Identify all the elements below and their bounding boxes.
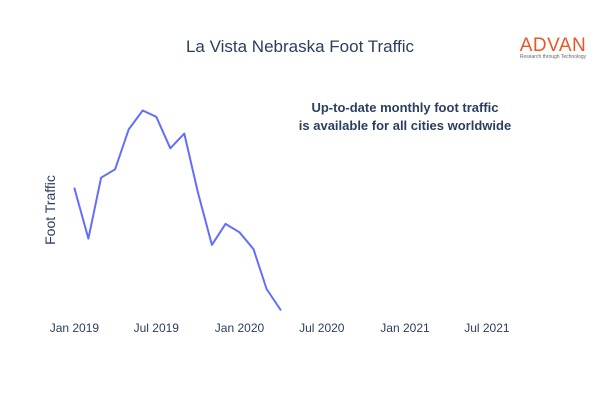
data-point [73, 187, 76, 189]
data-point [224, 223, 227, 225]
y-axis-label: Foot Traffic [42, 175, 58, 245]
data-point [265, 288, 268, 290]
annotation: Up-to-date monthly foot traffic is availa… [299, 100, 511, 133]
x-tick-label: Jul 2021 [464, 321, 510, 335]
x-tick-label: Jul 2019 [134, 321, 180, 335]
x-tick-label: Jan 2021 [380, 321, 430, 335]
data-point [87, 237, 90, 240]
brand-name: ADVAN [520, 35, 587, 56]
data-point [127, 128, 130, 131]
advan-logo: ADVAN Research through Technology [520, 35, 587, 60]
data-point [141, 109, 144, 112]
series-group [73, 109, 282, 311]
x-tick-label: Jan 2020 [215, 321, 265, 335]
x-tick-label: Jan 2019 [50, 321, 100, 335]
data-point [169, 147, 172, 150]
chart-title: La Vista Nebraska Foot Traffic [186, 37, 415, 56]
data-point [114, 168, 116, 171]
data-point [155, 116, 158, 118]
data-point [252, 248, 255, 250]
brand-tagline: Research through Technology [520, 54, 587, 60]
data-point [183, 132, 186, 135]
x-axis-ticks: Jan 2019 Jul 2019 Jan 2020 Jul 2020 Jan 2021… [50, 321, 510, 335]
x-tick-label: Jul 2020 [299, 321, 345, 335]
series-line [73, 109, 282, 311]
data-point [100, 176, 102, 179]
data-point [211, 244, 213, 246]
annotation-line: Up-to-date monthly foot traffic [311, 100, 498, 115]
data-point [238, 231, 241, 234]
data-point [197, 191, 199, 194]
data-point [279, 309, 282, 311]
annotation-line: is available for all cities worldwide [299, 118, 511, 133]
